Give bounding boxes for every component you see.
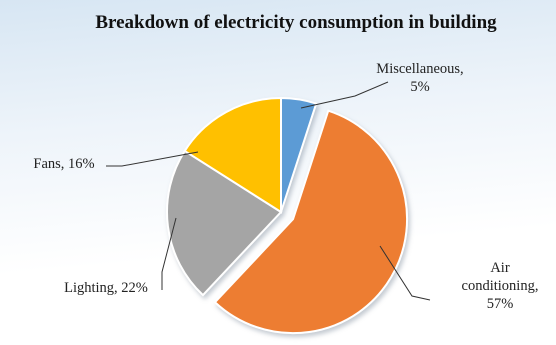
leader-lines (106, 81, 431, 301)
pie-slice-fans (183, 96, 282, 214)
pie-slices (166, 96, 409, 335)
data-label-fans: Fans, 16% (33, 156, 94, 172)
pie-slice-air-conditioning (213, 109, 409, 335)
data-label-miscellaneous: Miscellaneous, 5% (376, 61, 463, 95)
pie-slice-lighting (166, 149, 283, 297)
data-label-line: Air (490, 260, 510, 276)
data-label-line: 57% (487, 296, 514, 312)
leader-line-fans (106, 151, 199, 167)
chart-title: Breakdown of electricity consumption in … (95, 12, 497, 33)
data-label-line: Miscellaneous, (376, 61, 463, 77)
data-label-line: Fans, 16% (33, 156, 94, 172)
data-label-line: Lighting, 22% (64, 280, 148, 296)
leader-line-miscellaneous (300, 81, 389, 109)
leader-line-lighting (161, 217, 177, 290)
data-label-line: conditioning, (462, 278, 539, 294)
data-label-line: 5% (410, 79, 429, 95)
slice-labels: Miscellaneous, 5% Air conditioning, 57% Light… (33, 61, 538, 312)
data-label-air-conditioning: Air conditioning, 57% (462, 260, 539, 312)
leader-line-air-conditioning (379, 245, 431, 301)
data-label-lighting: Lighting, 22% (64, 280, 148, 296)
